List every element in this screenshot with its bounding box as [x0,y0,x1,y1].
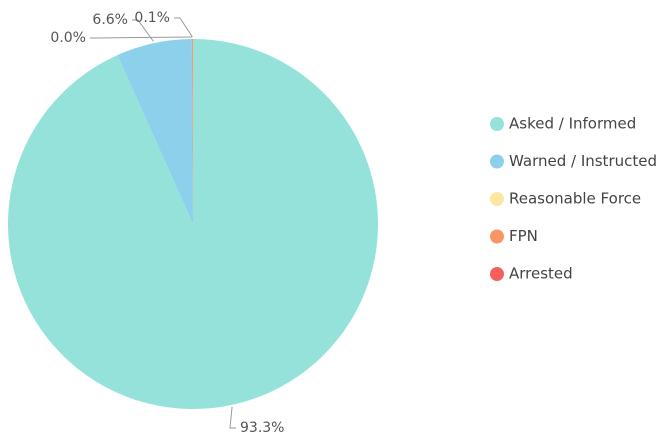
leader-line [90,36,192,39]
legend-swatch [490,117,504,131]
legend-label: Asked / Informed [509,115,636,133]
legend-swatch [490,229,504,244]
legend-label: Arrested [509,265,573,283]
legend-swatch [490,154,504,169]
data-label: 93.3% [240,420,284,435]
pie-slice [191,39,193,224]
leader-line [174,17,193,38]
pie-slice [117,39,193,225]
legend-swatch [490,267,504,281]
leader-line [132,19,154,42]
legend-label: Warned / Instructed [509,152,657,170]
legend-label: Reasonable Force [509,190,641,208]
leader-line [229,406,236,429]
data-label: 0.0% [50,30,86,46]
legend-swatch [490,192,504,206]
legend-label: FPN [509,227,538,245]
data-label: 6.6% [92,12,128,28]
data-label: 0.1% [134,10,170,26]
pie-slice [7,39,378,409]
